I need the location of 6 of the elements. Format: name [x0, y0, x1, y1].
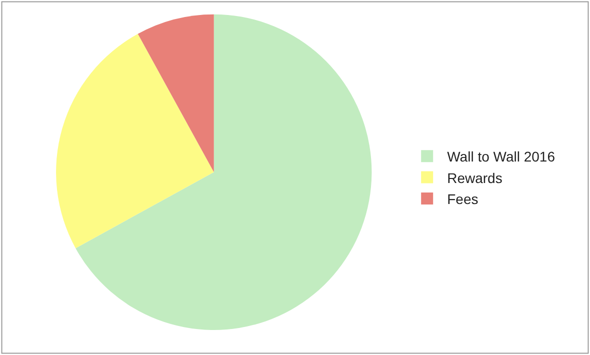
legend-label: Wall to Wall 2016	[447, 148, 556, 165]
pie-slice	[56, 34, 214, 248]
legend-label: Rewards	[447, 170, 502, 186]
pie-slice	[138, 14, 214, 172]
pie-slice	[76, 14, 372, 330]
legend-label: Fees	[447, 190, 478, 207]
